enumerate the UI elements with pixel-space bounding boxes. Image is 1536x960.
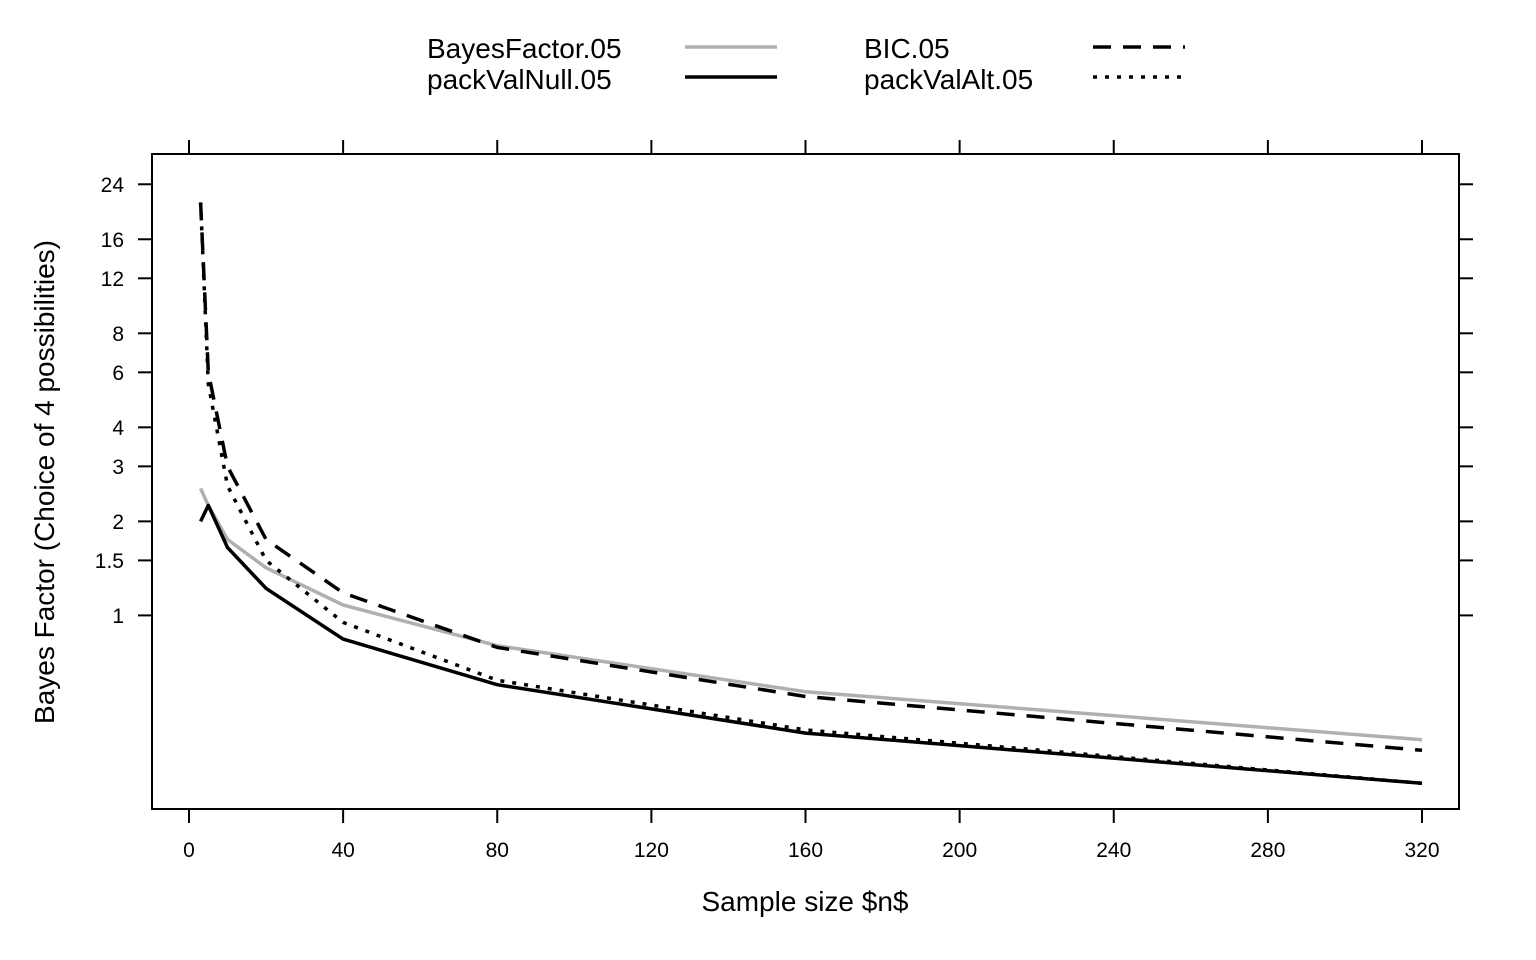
plot-frame (151, 153, 1460, 810)
x-tick-label: 160 (788, 839, 823, 862)
legend-label-bayesfactor: BayesFactor.05 (427, 33, 622, 64)
legend-label-packvalalt: packValAlt.05 (864, 64, 1033, 95)
x-tick-label: 0 (183, 839, 195, 862)
y-tick-label: 1.5 (95, 550, 124, 573)
series-line-bic-05 (198, 202, 1423, 753)
y-tick-label: 2 (112, 511, 124, 534)
axis-ticks: 0 40 80 120 160 200 240 280 320 1 1.5 2 3 4 6 8 12 16 24 (95, 140, 1473, 862)
x-tick-label: 120 (634, 839, 669, 862)
x-axis-title: Sample size $n$ (701, 886, 908, 917)
x-tick-label: 280 (1250, 839, 1285, 862)
x-tick-label: 320 (1404, 839, 1439, 862)
y-tick-label: 24 (101, 174, 125, 197)
legend-label-packvalnull: packValNull.05 (427, 64, 612, 95)
y-axis-title: Bayes Factor (Choice of 4 possibilities) (29, 240, 60, 724)
y-tick-label: 3 (112, 456, 124, 479)
y-tick-label: 16 (101, 229, 124, 252)
series-line-bayesfactor-05 (199, 487, 1423, 742)
legend: BayesFactor.05 packValNull.05 BIC.05 pac… (427, 33, 1185, 95)
series-line-packvalalt-05 (198, 202, 1423, 786)
y-tick-label: 12 (101, 268, 124, 291)
x-tick-label: 200 (942, 839, 977, 862)
y-tick-label: 4 (112, 417, 124, 440)
series-layer (198, 202, 1423, 786)
x-tick-label: 80 (486, 839, 509, 862)
x-tick-label: 40 (331, 839, 354, 862)
y-tick-label: 8 (112, 323, 124, 346)
y-tick-label: 1 (112, 605, 124, 628)
series-line-packvalnull-05 (199, 503, 1423, 786)
x-tick-label: 240 (1096, 839, 1131, 862)
legend-label-bic: BIC.05 (864, 33, 950, 64)
y-tick-label: 6 (112, 362, 124, 385)
